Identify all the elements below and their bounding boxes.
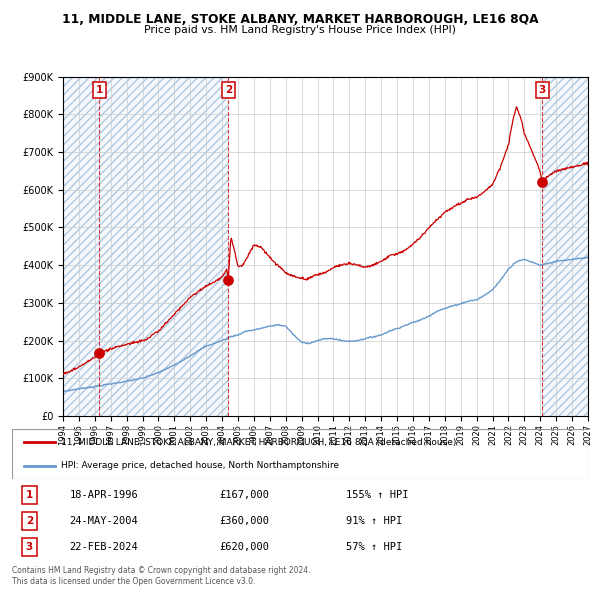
Point xyxy=(95,348,104,358)
Bar xyxy=(63,77,100,416)
Bar xyxy=(100,77,228,416)
Text: £620,000: £620,000 xyxy=(220,542,269,552)
Text: 2: 2 xyxy=(26,516,33,526)
Text: £167,000: £167,000 xyxy=(220,490,269,500)
Text: 1: 1 xyxy=(26,490,33,500)
Text: 3: 3 xyxy=(26,542,33,552)
Bar xyxy=(100,77,228,416)
Text: 57% ↑ HPI: 57% ↑ HPI xyxy=(346,542,403,552)
Text: 22-FEB-2024: 22-FEB-2024 xyxy=(70,542,139,552)
Text: Price paid vs. HM Land Registry's House Price Index (HPI): Price paid vs. HM Land Registry's House … xyxy=(144,25,456,35)
Bar xyxy=(63,77,100,416)
Text: 155% ↑ HPI: 155% ↑ HPI xyxy=(346,490,409,500)
Text: 24-MAY-2004: 24-MAY-2004 xyxy=(70,516,139,526)
Text: 1: 1 xyxy=(96,85,103,95)
Text: HPI: Average price, detached house, North Northamptonshire: HPI: Average price, detached house, Nort… xyxy=(61,461,339,470)
Text: 18-APR-1996: 18-APR-1996 xyxy=(70,490,139,500)
Text: 2: 2 xyxy=(224,85,232,95)
Bar xyxy=(228,77,542,416)
Text: 11, MIDDLE LANE, STOKE ALBANY, MARKET HARBOROUGH, LE16 8QA: 11, MIDDLE LANE, STOKE ALBANY, MARKET HA… xyxy=(62,13,538,26)
Text: 11, MIDDLE LANE, STOKE ALBANY, MARKET HARBOROUGH, LE16 8QA (detached house): 11, MIDDLE LANE, STOKE ALBANY, MARKET HA… xyxy=(61,438,457,447)
Text: 3: 3 xyxy=(539,85,546,95)
Bar xyxy=(542,77,588,416)
Point xyxy=(538,178,547,187)
Bar xyxy=(542,77,588,416)
Text: 91% ↑ HPI: 91% ↑ HPI xyxy=(346,516,403,526)
Text: £360,000: £360,000 xyxy=(220,516,269,526)
Point xyxy=(223,276,233,285)
Text: Contains HM Land Registry data © Crown copyright and database right 2024.
This d: Contains HM Land Registry data © Crown c… xyxy=(12,566,311,586)
